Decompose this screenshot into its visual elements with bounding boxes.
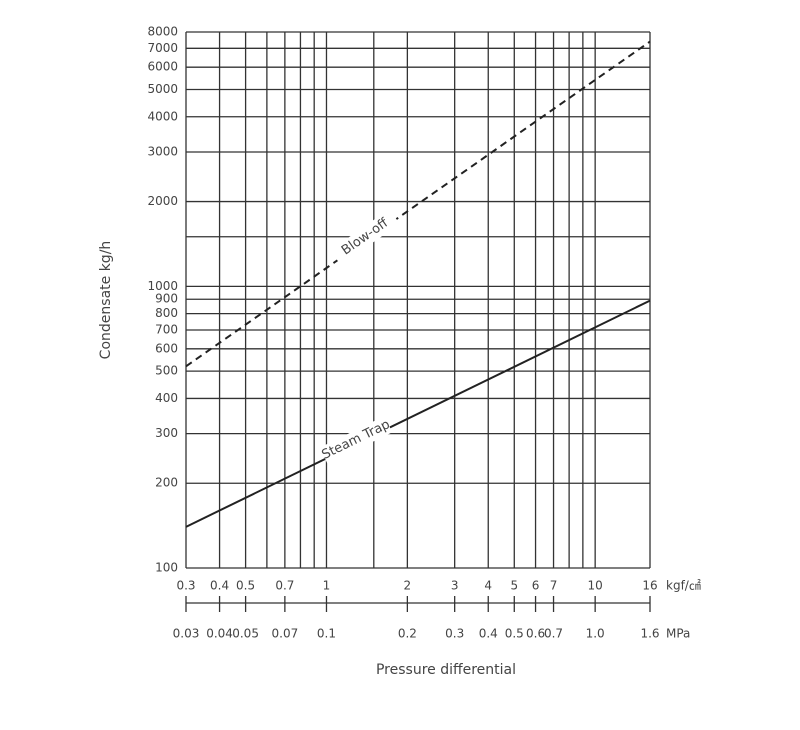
x2-tick-label: 0.6 (526, 627, 545, 641)
y-tick-label: 8000 (147, 25, 178, 39)
label-bg (319, 416, 393, 464)
x-unit: kgf/㎠ (666, 579, 701, 593)
x-tick-label: 3 (451, 579, 459, 593)
y-tick-label: 400 (155, 391, 178, 405)
x-axis-label: Pressure differential (376, 662, 516, 678)
x-tick-label: 5 (510, 579, 518, 593)
y-tick-label: 1000 (147, 279, 178, 293)
x2-tick-label: 0.4 (479, 627, 498, 641)
x2-tick-label: 1.6 (640, 627, 659, 641)
x2-unit: MPa (666, 627, 690, 641)
x2-tick-label: 0.5 (505, 627, 524, 641)
y-tick-label: 200 (155, 476, 178, 490)
x2-tick-label: 0.07 (272, 627, 299, 641)
x-tick-label: 0.5 (236, 579, 255, 593)
x-tick-label: 7 (550, 579, 558, 593)
series-line (185, 299, 651, 528)
y-tick-label: 300 (155, 426, 178, 440)
x-tick-label: 4 (484, 579, 492, 593)
x-tick-label: 0.7 (275, 579, 294, 593)
x2-tick-label: 0.7 (544, 627, 563, 641)
y-tick-label: 7000 (147, 41, 178, 55)
y-tick-label: 4000 (147, 109, 178, 123)
y-tick-label: 6000 (147, 60, 178, 74)
x2-tick-label: 0.03 (173, 627, 200, 641)
x-tick-label: 0.3 (176, 579, 195, 593)
y-tick-label: 500 (155, 364, 178, 378)
x2-tick-label: 1.0 (586, 627, 605, 641)
x-tick-label: 2 (404, 579, 412, 593)
y-tick-label: 900 (155, 292, 178, 306)
x2-tick-label: 0.05 (232, 627, 259, 641)
y-tick-label: 100 (155, 561, 178, 575)
series-line (185, 40, 651, 368)
x2-tick-label: 0.3 (445, 627, 464, 641)
y-tick-label: 3000 (147, 144, 178, 158)
y-tick-label: 5000 (147, 82, 178, 96)
x2-tick-label: 0.1 (317, 627, 336, 641)
y-axis-label: Condensate kg/h (98, 241, 114, 360)
y-tick-label: 800 (155, 306, 178, 320)
label-bg (330, 209, 400, 266)
x2-tick-label: 0.2 (398, 627, 417, 641)
x-tick-label: 1 (323, 579, 331, 593)
y-tick-label: 700 (155, 322, 178, 336)
x-tick-label: 0.4 (210, 579, 229, 593)
x-tick-label: 10 (588, 579, 603, 593)
line-label: Steam Trap (320, 417, 393, 463)
x2-tick-label: 0.04 (206, 627, 233, 641)
x-tick-label: 16 (642, 579, 657, 593)
y-tick-label: 600 (155, 341, 178, 355)
y-tick-label: 2000 (147, 194, 178, 208)
x-tick-label: 6 (532, 579, 540, 593)
